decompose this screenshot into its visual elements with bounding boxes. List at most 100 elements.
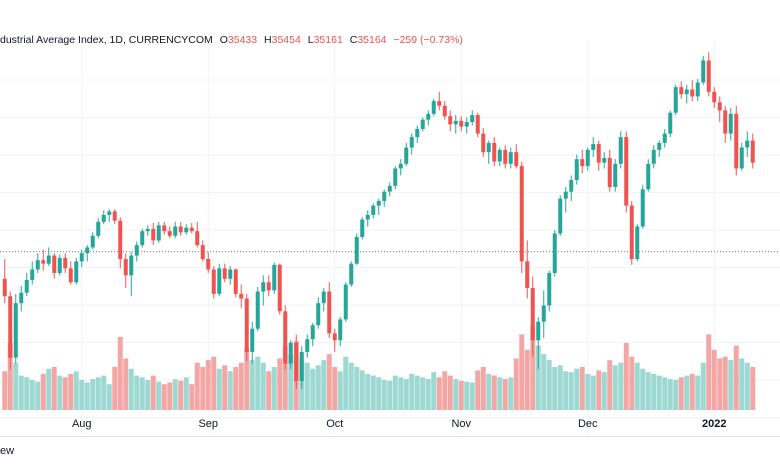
volume-bar [161,384,167,410]
high-label: H [264,34,272,46]
volume-bar [640,368,646,410]
volume-bar [387,380,393,410]
volume-bar [101,375,107,410]
volume-bar [359,370,365,410]
candle-body [706,60,711,92]
volume-bar [172,379,178,410]
candle-body [222,268,227,279]
volume-bar [711,349,717,410]
candle-body [701,60,706,83]
volume-bar [579,367,585,410]
brand-footer[interactable]: ew [0,445,15,457]
high-value: 35454 [271,34,301,46]
volume-bar [447,375,453,410]
volume-bar [156,381,162,410]
volume-bar [128,368,134,410]
volume-bar [266,371,272,410]
volume-bar [167,382,173,410]
volume-bar [744,362,750,410]
candle-body [195,231,200,246]
candle-body [613,163,618,188]
volume-bar [491,375,497,410]
candle-body [591,144,596,150]
volume-bar [57,375,63,410]
volume-bar [222,365,228,410]
volume-bar [667,379,673,410]
volume-bar [695,375,701,410]
volume-bar [568,372,574,410]
candle-body [283,311,288,364]
volume-bar [497,377,503,410]
candle-body [723,110,728,134]
volume-bar [189,384,195,410]
volume-bar [365,373,371,410]
candle-body [277,264,282,312]
volume-bar [524,349,530,410]
candle-body [371,205,376,215]
candle-body [431,101,436,114]
volume-bar [519,334,525,410]
volume-bar [112,367,118,410]
candle-body [19,292,24,304]
volume-bar [634,362,640,410]
candle-body [464,122,469,127]
volume-bar [51,367,57,410]
candle-body [365,214,370,220]
volume-bar [458,380,464,410]
volume-bar [530,325,536,410]
candle-body [52,255,57,273]
volume-bar [205,360,211,410]
volume-bar [425,379,431,410]
candle-body [343,284,348,320]
volume-bar [662,377,668,410]
volume-bar [453,379,459,410]
volume-bar [95,377,101,410]
volume-bar [557,365,563,410]
volume-bar [150,375,156,410]
candle-body [684,89,689,95]
volume-bar [700,362,706,410]
candle-body [552,233,557,273]
candle-body [734,113,739,169]
volume-bar [310,368,316,410]
volume-bar [337,371,343,410]
candle-body [41,260,46,264]
candle-body [739,147,744,169]
volume-bar [332,367,338,410]
volume-bar [13,362,19,410]
candle-body [519,166,524,262]
volume-bar [552,367,558,410]
candle-body [79,253,84,262]
symbol-title: dustrial Average Index, 1D, CURRENCYCOM [0,34,213,46]
volume-bar [728,360,734,410]
candle-body [442,105,447,117]
candle-body [68,268,73,283]
candle-body [184,227,189,233]
volume-bar [255,356,261,410]
volume-bar [706,334,712,410]
volume-bar [326,354,332,410]
candle-body [646,163,651,190]
volume-bar [656,375,662,410]
volume-bar [315,365,321,410]
candle-body [112,211,117,221]
volume-bar [684,375,690,410]
volume-bar [420,377,426,410]
candle-body [294,342,299,381]
volume-bar [90,379,96,410]
volume-bar [227,371,233,410]
candle-body [206,259,211,270]
volume-bar [392,375,398,410]
volume-bar [348,362,354,410]
candle-body [618,137,623,164]
candle-body [503,149,508,164]
candle-body [547,272,552,306]
volume-bar [673,379,679,410]
candle-body [189,227,194,232]
candle-body [140,231,145,246]
candle-body [475,115,480,134]
volume-bar [376,377,382,410]
candle-body [596,144,601,163]
candle-body [360,219,365,237]
